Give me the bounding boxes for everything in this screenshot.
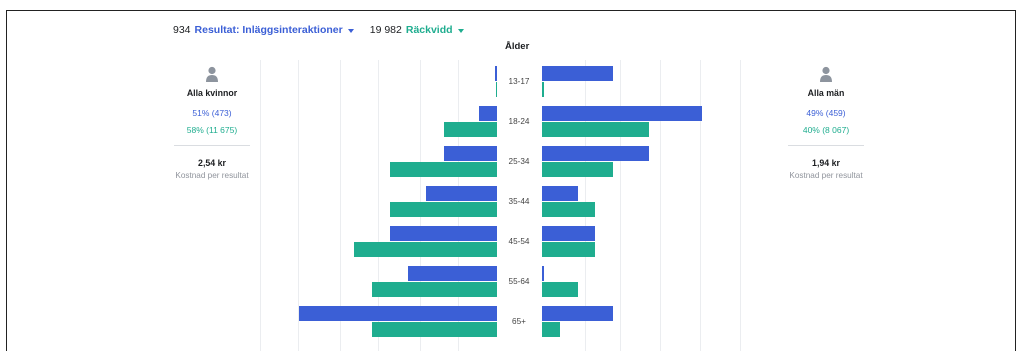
- men-results-bar[interactable]: [542, 266, 544, 281]
- men-summary: Alla män 49% (459) 40% (8 067) 1,94 kr K…: [766, 66, 886, 180]
- grid-line: [340, 60, 341, 351]
- men-reach-bar[interactable]: [542, 122, 649, 137]
- age-group-label: 65+: [512, 317, 526, 326]
- grid-line: [378, 60, 379, 351]
- men-results-bar[interactable]: [542, 186, 578, 201]
- age-group-label: 35-44: [508, 197, 530, 206]
- metrics-toolbar: 934 Resultat: Inläggsinteraktioner 19 98…: [173, 24, 464, 36]
- grid-line: [620, 60, 621, 351]
- panel-frame: [6, 10, 1016, 351]
- chevron-down-icon: [347, 28, 354, 33]
- men-reach-bar[interactable]: [542, 162, 613, 177]
- women-results-pct: 51% (473): [192, 108, 232, 118]
- results-count: 934: [173, 24, 191, 36]
- women-cost-label: Kostnad per resultat: [175, 171, 249, 180]
- men-results-bar[interactable]: [542, 226, 595, 241]
- age-group-label: 45-54: [508, 237, 530, 246]
- men-cost-label: Kostnad per resultat: [789, 171, 863, 180]
- women-results-bar[interactable]: [408, 266, 497, 281]
- women-reach-bar[interactable]: [354, 242, 497, 257]
- men-results-bar[interactable]: [542, 306, 613, 321]
- women-reach-bar[interactable]: [390, 202, 497, 217]
- women-results-bar[interactable]: [479, 106, 497, 121]
- men-reach-pct: 40% (8 067): [802, 125, 850, 135]
- results-metric-label: Resultat: Inläggsinteraktioner: [194, 24, 343, 36]
- age-group-label: 18-24: [508, 117, 530, 126]
- grid-line: [700, 60, 701, 351]
- women-reach-bar[interactable]: [444, 122, 497, 137]
- chevron-down-icon: [457, 28, 464, 33]
- men-cost: 1,94 kr: [812, 158, 840, 168]
- divider: [788, 145, 864, 146]
- women-reach-bar[interactable]: [372, 282, 497, 297]
- men-reach-bar[interactable]: [542, 322, 560, 337]
- women-results-bar[interactable]: [390, 226, 497, 241]
- men-results-bar[interactable]: [542, 106, 702, 121]
- men-title: Alla män: [807, 88, 845, 98]
- women-title: Alla kvinnor: [186, 88, 238, 98]
- results-metric-dropdown[interactable]: Resultat: Inläggsinteraktioner: [195, 24, 354, 36]
- women-cost: 2,54 kr: [198, 158, 226, 168]
- women-reach-pct: 58% (11 675): [186, 125, 238, 135]
- women-reach-bar[interactable]: [372, 322, 497, 337]
- men-reach-bar[interactable]: [542, 82, 544, 97]
- age-group-label: 13-17: [508, 77, 530, 86]
- grid-line: [660, 60, 661, 351]
- women-summary: Alla kvinnor 51% (473) 58% (11 675) 2,54…: [152, 66, 272, 180]
- men-reach-bar[interactable]: [542, 282, 578, 297]
- reach-count: 19 982: [369, 24, 402, 36]
- age-group-label: 25-34: [508, 157, 530, 166]
- men-results-bar[interactable]: [542, 146, 649, 161]
- reach-metric-dropdown[interactable]: Räckvidd: [406, 24, 464, 36]
- men-reach-bar[interactable]: [542, 202, 595, 217]
- men-results-pct: 49% (459): [806, 108, 846, 118]
- women-reach-bar[interactable]: [496, 82, 497, 97]
- men-reach-bar[interactable]: [542, 242, 595, 257]
- women-results-bar[interactable]: [444, 146, 497, 161]
- reach-metric-label: Räckvidd: [405, 24, 453, 36]
- women-results-bar[interactable]: [495, 66, 497, 81]
- person-icon: [820, 66, 832, 82]
- person-icon: [206, 66, 218, 82]
- grid-line: [740, 60, 741, 351]
- women-results-bar[interactable]: [426, 186, 497, 201]
- men-results-bar[interactable]: [542, 66, 613, 81]
- women-reach-bar[interactable]: [390, 162, 497, 177]
- women-results-bar[interactable]: [299, 306, 497, 321]
- age-group-label: 55-64: [508, 277, 530, 286]
- age-axis-title: Ålder: [505, 41, 530, 52]
- divider: [174, 145, 250, 146]
- grid-line: [298, 60, 299, 351]
- grid-line: [260, 60, 261, 351]
